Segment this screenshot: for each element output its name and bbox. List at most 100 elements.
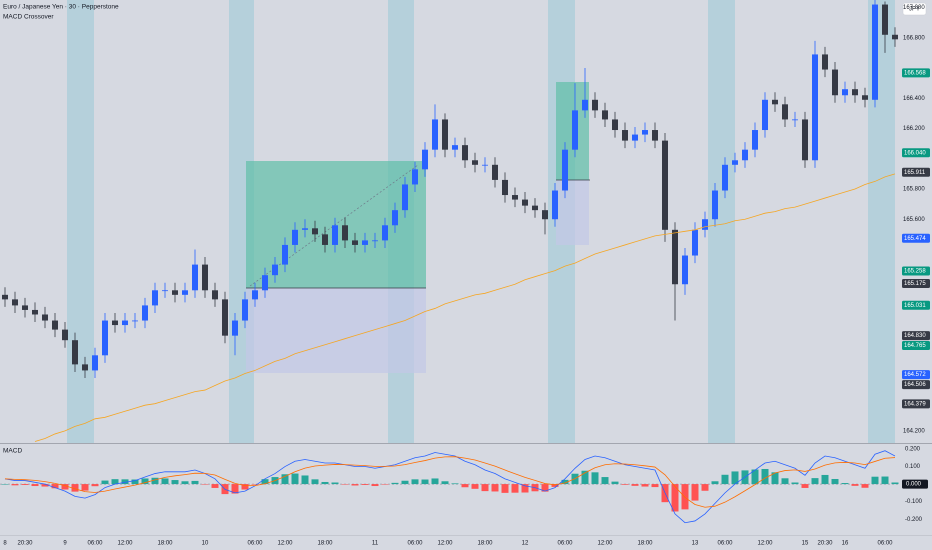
- candle-body: [12, 299, 18, 306]
- price-tag-label: 166.568: [904, 70, 926, 76]
- long-position-2[interactable]: [556, 82, 590, 245]
- y-tick-label: -0.100: [905, 499, 923, 505]
- candle-body: [782, 104, 788, 120]
- x-tick-label: 16: [842, 541, 849, 547]
- candle-body: [682, 255, 688, 285]
- zero-tag-box: [902, 479, 928, 489]
- y-tick-label: 166.800: [903, 35, 925, 41]
- price-tag-label: 164.506: [904, 382, 926, 388]
- candle-body: [62, 329, 68, 341]
- candle-body: [132, 320, 138, 322]
- x-tick-label: 18:00: [477, 541, 493, 547]
- histogram-bar: [411, 479, 419, 485]
- candle-body: [642, 130, 648, 135]
- candle-body: [262, 275, 268, 291]
- candle-body: [632, 134, 638, 141]
- candle-body: [442, 119, 448, 150]
- histogram-bar: [211, 484, 219, 488]
- histogram-bar: [561, 479, 569, 485]
- candle-body: [22, 305, 28, 310]
- x-tick-label: 12:00: [757, 541, 773, 547]
- histogram-bar: [341, 484, 349, 485]
- candle-body: [182, 290, 188, 295]
- histogram-bar: [551, 484, 559, 487]
- histogram-bar: [371, 484, 379, 487]
- candle-body: [572, 110, 578, 150]
- histogram-bar: [751, 469, 759, 485]
- histogram-bar: [811, 478, 819, 485]
- histogram-bar: [191, 480, 199, 485]
- candle-body: [842, 89, 848, 96]
- candle-body: [102, 320, 108, 356]
- x-tick-label: 12:00: [117, 541, 133, 547]
- candle-body: [332, 225, 338, 245]
- histogram-bar: [831, 478, 839, 485]
- candle-body: [382, 225, 388, 241]
- candle-body: [502, 179, 508, 196]
- histogram-bar: [681, 484, 689, 510]
- chart-title: Euro / Japanese Yen · 30 · Pepperstone: [3, 4, 119, 11]
- candle-body: [422, 149, 428, 170]
- price-tag-label: 166.040: [904, 150, 926, 156]
- histogram-bar: [651, 484, 659, 488]
- histogram-bar: [821, 474, 829, 485]
- price-tag-box: [902, 167, 930, 177]
- histogram-bar: [861, 484, 869, 488]
- histogram-bar: [641, 484, 649, 487]
- candle-body: [172, 290, 178, 295]
- candle-body: [742, 149, 748, 161]
- histogram-bar: [731, 471, 739, 485]
- candle-body: [342, 225, 348, 241]
- histogram-bar: [691, 484, 699, 501]
- candle-body: [302, 228, 308, 230]
- histogram-bar: [521, 484, 529, 493]
- price-tag-label: 165.175: [904, 281, 926, 287]
- candle-body: [462, 145, 468, 161]
- histogram-bar: [761, 468, 769, 485]
- histogram-bar: [121, 479, 129, 485]
- price-tag-label: 165.474: [904, 236, 926, 242]
- price-tag-box: [902, 399, 930, 409]
- histogram-bar: [381, 484, 389, 485]
- histogram-bar: [161, 478, 169, 485]
- price-tag: 166.040: [902, 148, 930, 158]
- histogram-bar: [351, 484, 359, 486]
- histogram-bar: [171, 480, 179, 485]
- histogram-bar: [501, 484, 509, 493]
- candle-body: [592, 99, 598, 111]
- candle-body: [42, 314, 48, 321]
- y-tick-label: 0.100: [905, 464, 921, 470]
- x-tick-label: 12:00: [437, 541, 453, 547]
- candle-body: [852, 89, 858, 96]
- price-tag: 165.911: [902, 167, 930, 177]
- candle-body: [222, 299, 228, 336]
- x-tick-label: 06:00: [557, 541, 573, 547]
- candle-body: [452, 145, 458, 150]
- histogram-bar: [441, 481, 449, 485]
- histogram-bar: [511, 484, 519, 493]
- histogram-bar: [421, 479, 429, 485]
- histogram-bar: [21, 484, 29, 485]
- candle-body: [112, 320, 118, 326]
- histogram-bar: [851, 484, 859, 486]
- histogram-bar: [91, 484, 99, 487]
- candle-body: [72, 340, 78, 365]
- y-tick-label: 165.600: [903, 217, 925, 223]
- candle-body: [392, 210, 398, 226]
- x-tick-label: 20:30: [817, 541, 833, 547]
- histogram-bar: [261, 479, 269, 485]
- candle-body: [702, 219, 708, 230]
- price-tag-box: [902, 148, 930, 158]
- currency-button[interactable]: [902, 2, 927, 16]
- candle-body: [52, 320, 58, 330]
- price-tag-label: 164.765: [904, 343, 926, 349]
- price-tag: 164.379: [902, 399, 930, 409]
- histogram-bar: [791, 482, 799, 485]
- histogram-bar: [621, 484, 629, 485]
- candle-body: [92, 355, 98, 371]
- candle-body: [602, 110, 608, 120]
- price-tag-label: 164.572: [904, 372, 926, 378]
- candle-body: [32, 309, 38, 315]
- price-tag: 165.175: [902, 278, 930, 288]
- candle-body: [562, 149, 568, 191]
